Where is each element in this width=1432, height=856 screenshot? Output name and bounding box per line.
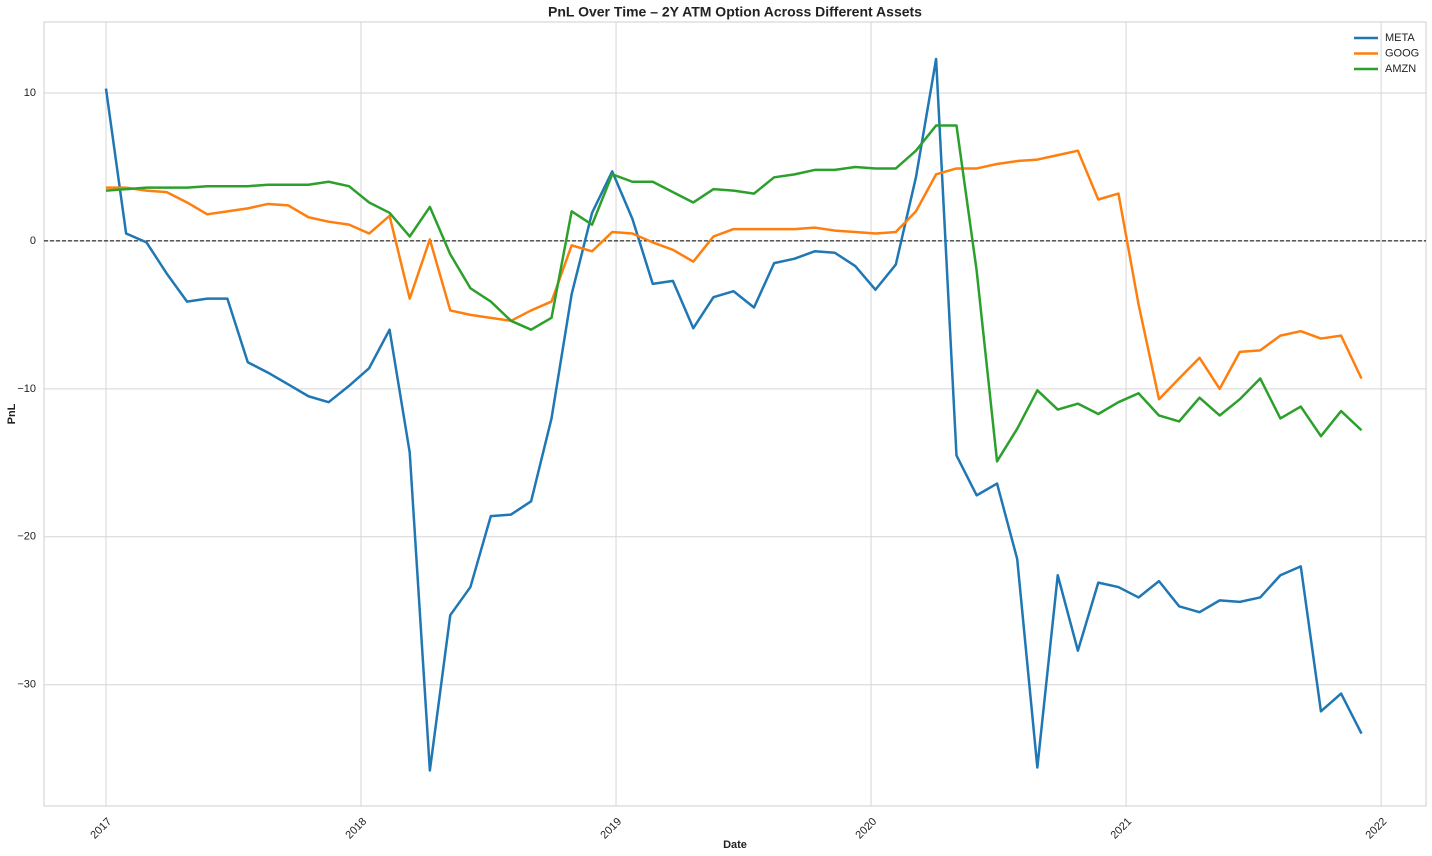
series-line — [105, 124, 1363, 463]
y-tick-label: −30 — [17, 679, 36, 691]
y-axis-label: PnL — [6, 403, 18, 424]
series-line — [104, 57, 1363, 772]
y-tick-label: 0 — [30, 235, 36, 247]
x-axis-label: Date — [723, 839, 747, 851]
series-line — [105, 149, 1363, 401]
plot-frame — [43, 21, 1427, 807]
legend-label: META — [1385, 32, 1415, 44]
y-tick-label: −20 — [17, 531, 36, 543]
y-tick-label: 10 — [24, 87, 36, 99]
legend-label: GOOG — [1385, 47, 1419, 59]
chart-title: PnL Over Time – 2Y ATM Option Across Dif… — [548, 4, 922, 20]
legend-label: AMZN — [1385, 63, 1416, 75]
y-tick-label: −10 — [17, 383, 36, 395]
